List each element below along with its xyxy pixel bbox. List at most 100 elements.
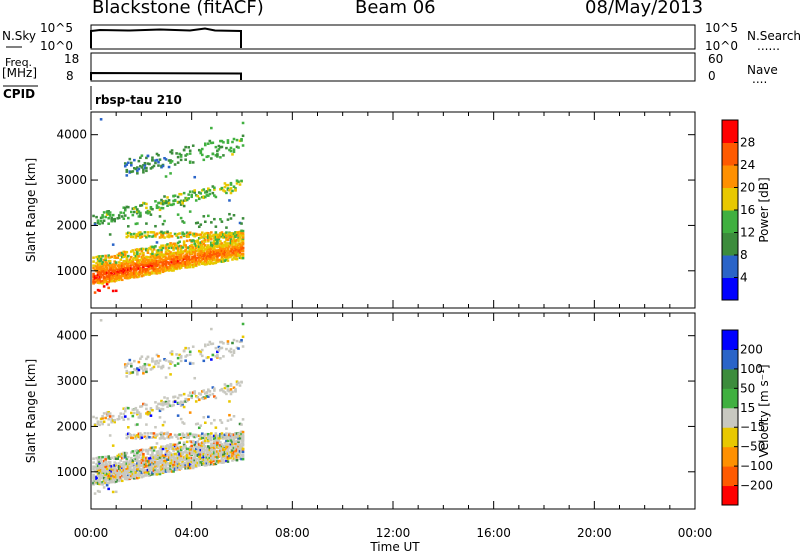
power-cell	[191, 144, 195, 147]
velocity-cell	[113, 467, 116, 470]
velocity-cell	[173, 463, 177, 467]
velocity-cell	[93, 476, 97, 479]
velocity-cell	[123, 363, 127, 366]
power-cell	[197, 254, 201, 257]
power-cell	[173, 232, 177, 236]
power-cell	[175, 260, 178, 264]
power-cell	[213, 217, 216, 221]
velocity-cell	[190, 444, 194, 448]
power-cell	[125, 258, 129, 262]
velocity-cell	[161, 471, 165, 475]
velocity-cell	[131, 464, 135, 467]
power-cell	[237, 242, 240, 245]
power-cell	[99, 216, 103, 220]
power-cell	[161, 269, 165, 272]
power-cell	[241, 232, 245, 235]
velocity-cell	[226, 449, 230, 452]
power-cell	[136, 257, 139, 260]
velocity-cell	[237, 347, 240, 350]
velocity-cell	[216, 443, 219, 446]
power-cell	[157, 259, 160, 262]
power-cell	[137, 255, 141, 258]
velocity-cell	[211, 342, 215, 346]
colorbar-segment	[722, 446, 738, 467]
velocity-cell	[155, 463, 159, 466]
power-cell	[191, 246, 195, 249]
power-cell	[99, 280, 103, 283]
power-cell	[146, 162, 150, 165]
power-cell	[113, 272, 116, 275]
velocity-cell	[182, 433, 186, 437]
power-cell	[130, 255, 133, 259]
power-cell	[202, 252, 206, 256]
power-cell	[199, 252, 203, 255]
power-cell	[166, 248, 169, 252]
velocity-cell	[176, 437, 180, 440]
velocity-cell	[158, 470, 162, 474]
velocity-cell	[120, 416, 124, 419]
velocity-cell	[169, 404, 172, 408]
power-cell	[102, 211, 106, 214]
power-cell	[191, 239, 195, 242]
velocity-cell	[111, 466, 115, 470]
power-cell	[101, 261, 104, 264]
velocity-cell	[158, 409, 162, 413]
power-cell	[157, 269, 160, 273]
power-cell	[229, 238, 233, 241]
power-cell	[238, 251, 242, 254]
velocity-cell	[102, 476, 106, 480]
power-cell	[110, 273, 113, 276]
power-cell	[117, 270, 121, 273]
velocity-cell	[116, 418, 120, 421]
velocity-cell	[93, 482, 97, 485]
power-cell	[178, 258, 181, 261]
power-cell	[137, 249, 141, 252]
power-cell	[99, 255, 103, 258]
power-cell	[188, 265, 192, 269]
velocity-cell	[172, 463, 175, 466]
power-cell	[175, 255, 178, 259]
power-cell	[193, 260, 197, 263]
velocity-cell	[105, 414, 109, 417]
power-cell	[130, 271, 133, 275]
colorbar-tick-label: 8	[740, 248, 748, 262]
velocity-cell	[210, 438, 213, 442]
power-cell	[193, 248, 197, 252]
velocity-cell	[169, 436, 172, 439]
velocity-cell	[96, 464, 100, 468]
power-cell	[178, 192, 181, 196]
power-cell	[216, 252, 219, 255]
velocity-cell	[140, 367, 144, 370]
velocity-cell	[95, 456, 98, 460]
power-cell	[96, 271, 100, 274]
power-cell	[139, 204, 142, 207]
power-cell	[225, 236, 228, 240]
velocity-cell	[146, 464, 150, 467]
power-cell	[211, 249, 215, 253]
velocity-cell	[104, 471, 107, 475]
colorbar-segment	[722, 427, 738, 448]
velocity-cell	[176, 460, 180, 464]
power-cell	[200, 231, 204, 234]
power-cell	[154, 262, 157, 265]
power-cell	[185, 239, 189, 243]
power-cell	[172, 266, 175, 270]
velocity-cell	[210, 327, 213, 331]
power-cell	[145, 261, 148, 265]
velocity-cell	[154, 362, 157, 366]
velocity-cell	[98, 476, 101, 480]
velocity-cell	[217, 445, 221, 449]
velocity-cell	[223, 433, 227, 437]
power-cell	[166, 266, 169, 269]
velocity-cell	[173, 433, 177, 437]
power-cell	[240, 249, 243, 253]
velocity-cell	[184, 454, 187, 457]
power-cell	[102, 280, 106, 284]
power-cell	[205, 257, 209, 260]
velocity-cell	[208, 451, 212, 454]
velocity-cell	[211, 392, 215, 396]
velocity-cell	[169, 452, 172, 455]
power-cell	[161, 206, 165, 210]
velocity-cell	[92, 467, 95, 471]
velocity-cell	[107, 455, 110, 458]
